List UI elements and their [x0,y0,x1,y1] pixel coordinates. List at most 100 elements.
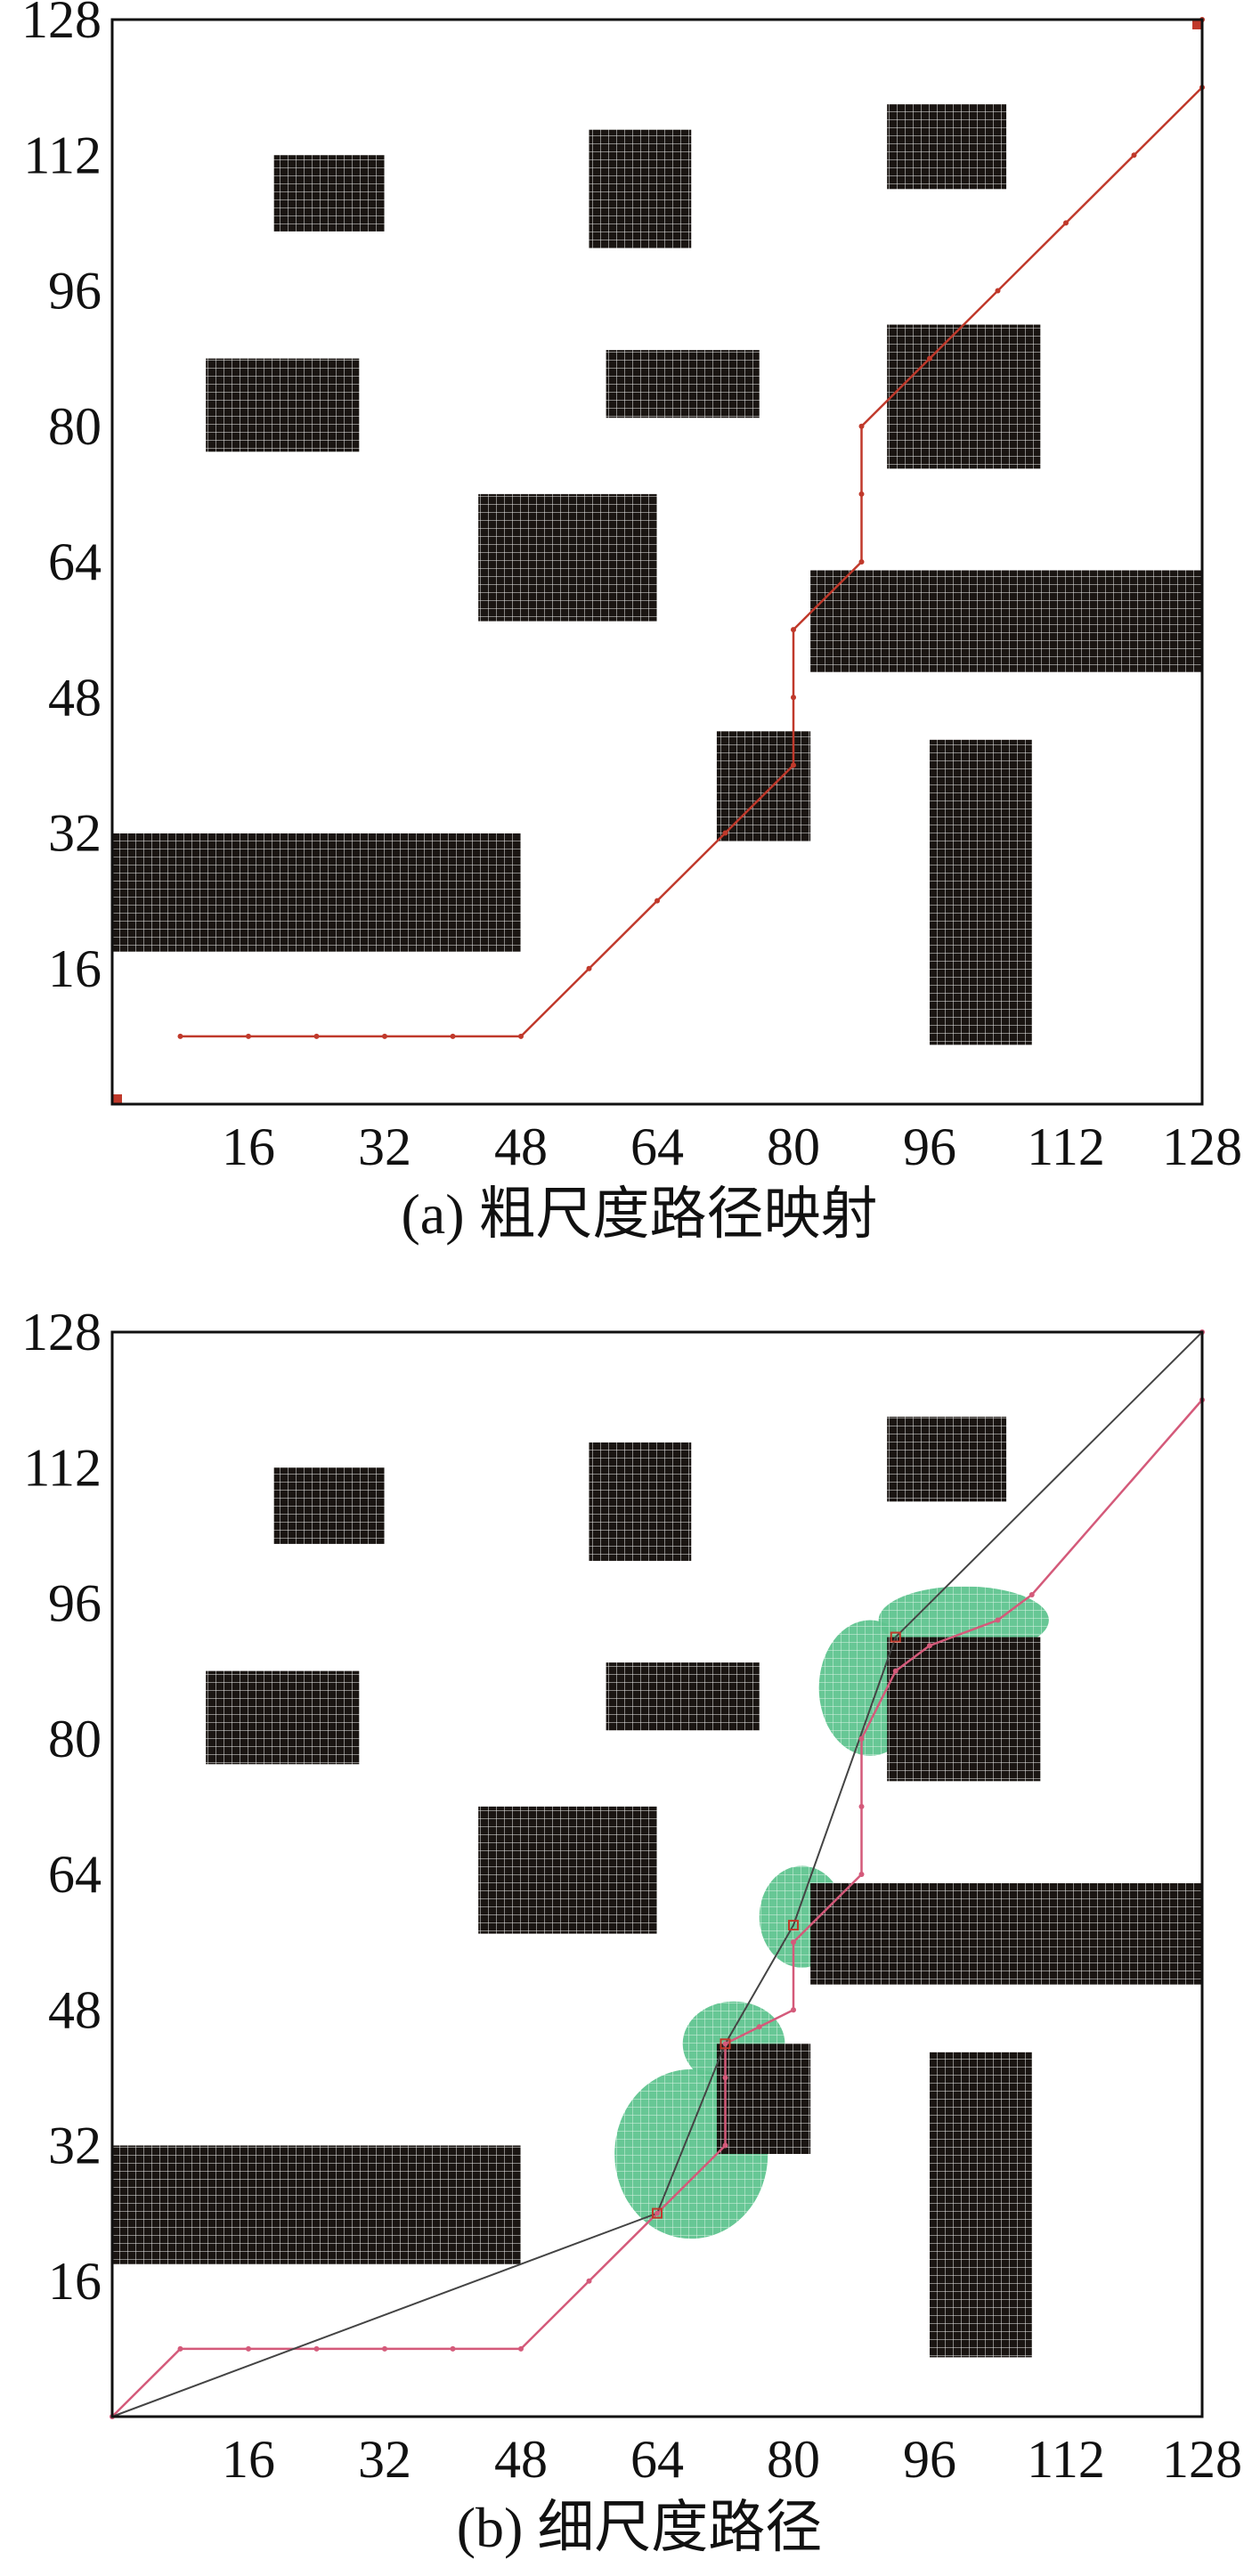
obstacle-2 [206,358,360,452]
panel-fine-path: 16 32 48 64 80 96 112 128 16 32 48 64 80 96 112 128 (b… [21,1303,1242,2559]
x-tick-label: 128 [1162,1117,1242,1176]
obstacle-6 [716,731,811,842]
obstacle-6 [716,2044,811,2155]
y-tick-label: 96 [48,262,102,321]
fine-path-node-3 [890,1631,901,1643]
obstacle-3 [589,1442,692,1561]
x-tick-label: 16 [222,1117,275,1176]
coarse-path-node-17 [1063,220,1069,226]
obstacle-4 [606,350,760,418]
coarse-path-node-6 [518,2345,524,2352]
fine-path-node-0 [652,2207,663,2219]
obstacle-0 [112,2145,521,2264]
panel-coarse-path-mapping: 16 32 48 64 80 96 112 128 16 32 48 64 80 96 112 128 (a… [21,0,1242,1246]
coarse-path-line [111,1332,1204,2418]
y-tick-label: 128 [21,1303,102,1361]
x-tick-label: 64 [630,2430,684,2489]
obstacle-0 [112,833,521,952]
plot-frame [110,18,1204,1106]
goal-marker [1192,20,1201,29]
coarse-path-node-3 [382,1033,387,1039]
y-tick-label: 48 [48,1980,102,2039]
x-tick-label: 80 [767,2430,820,2489]
coarse-path-node-9 [722,2142,728,2149]
coarse-path-node-12 [858,559,865,565]
plot-frame [110,1330,1204,2418]
coarse-path-node-20 [995,1617,1001,1623]
panel-caption: (b) 细尺度路径 [457,2496,823,2559]
coarse-path-node-14 [858,423,865,429]
x-tick-label: 48 [494,2430,548,2489]
coarse-path-node-7 [655,898,660,904]
x-tick-label: 128 [1162,2430,1242,2489]
y-tick-label: 96 [48,1574,102,1633]
x-tick-label: 80 [767,1117,820,1176]
x-tick-label: 32 [358,1117,411,1176]
coarse-path-node-9 [791,762,796,768]
obstacle-10 [930,2052,1032,2358]
x-tick-label: 64 [630,1117,684,1176]
coarse-path-node-17 [858,1735,865,1742]
coarse-path-node-8 [722,830,728,836]
coarse-path-node-11 [722,2041,728,2047]
obstacle-9 [887,1637,1041,1782]
obstacle-5 [478,1806,657,1934]
obstacle-1 [273,155,385,232]
coarse-path-node-11 [791,627,796,633]
coarse-path-node-7 [586,2278,592,2284]
coarse-path-node-16 [995,288,1001,294]
coarse-path-node-13 [791,2007,796,2013]
coarse-path-node-10 [722,2075,728,2081]
coarse-path-node-1 [246,1033,251,1039]
fine-path-line [111,1331,1203,2418]
coarse-path-node-1 [177,2345,183,2352]
obstacle-4 [606,1662,760,1731]
y-tick-label: 112 [23,126,102,184]
coarse-path-node-15 [927,355,932,362]
obstacle-8 [887,1417,1007,1502]
coarse-path-node-8 [655,2210,660,2216]
coarse-path-node-18 [892,1668,898,1674]
obstacle-7 [810,570,1202,672]
y-axis-ticks: 16 32 48 64 80 96 112 128 [21,0,102,998]
y-tick-label: 128 [21,0,102,49]
obstacle-2 [206,1670,360,1765]
coarse-path-node-4 [382,2345,387,2352]
coarse-path-node-0 [177,1033,183,1039]
y-tick-label: 64 [48,1845,102,1904]
coarse-path-node-5 [450,2345,456,2352]
y-tick-label: 48 [48,668,102,727]
fine-path-node-1 [720,2038,731,2050]
y-tick-label: 32 [48,804,102,863]
y-tick-label: 80 [48,1710,102,1768]
y-tick-label: 64 [48,532,102,591]
coarse-path-node-4 [450,1033,456,1039]
y-tick-label: 80 [48,397,102,456]
coarse-path-node-2 [313,1033,320,1039]
obstacle-1 [273,1467,385,1544]
x-tick-label: 96 [903,1117,956,1176]
y-axis-ticks: 16 32 48 64 80 96 112 128 [21,1303,102,2311]
coarse-path-node-2 [246,2345,251,2352]
obstacle-7 [810,1882,1202,1985]
y-tick-label: 16 [48,939,102,998]
obstacle-layer [112,1417,1202,2358]
coarse-path-node-3 [313,2345,320,2352]
obstacle-5 [478,493,657,622]
coarse-path-node-14 [791,1939,796,1946]
obstacle-3 [589,129,692,248]
coarse-path-node-21 [1029,1591,1035,1597]
panel-caption: (a) 粗尺度路径映射 [401,1182,877,1246]
coarse-path-node-12 [756,2024,762,2030]
x-tick-label: 112 [1027,2430,1105,2489]
coarse-path-node-10 [791,695,796,701]
coarse-path-node-18 [1131,152,1137,158]
obstacle-10 [930,739,1032,1045]
obstacle-9 [887,324,1041,469]
y-tick-label: 16 [48,2252,102,2311]
x-tick-label: 16 [222,2430,275,2489]
fine-path-node-2 [788,1920,799,1931]
coarse-path-node-6 [586,965,592,971]
coarse-path-node-19 [927,1643,932,1649]
